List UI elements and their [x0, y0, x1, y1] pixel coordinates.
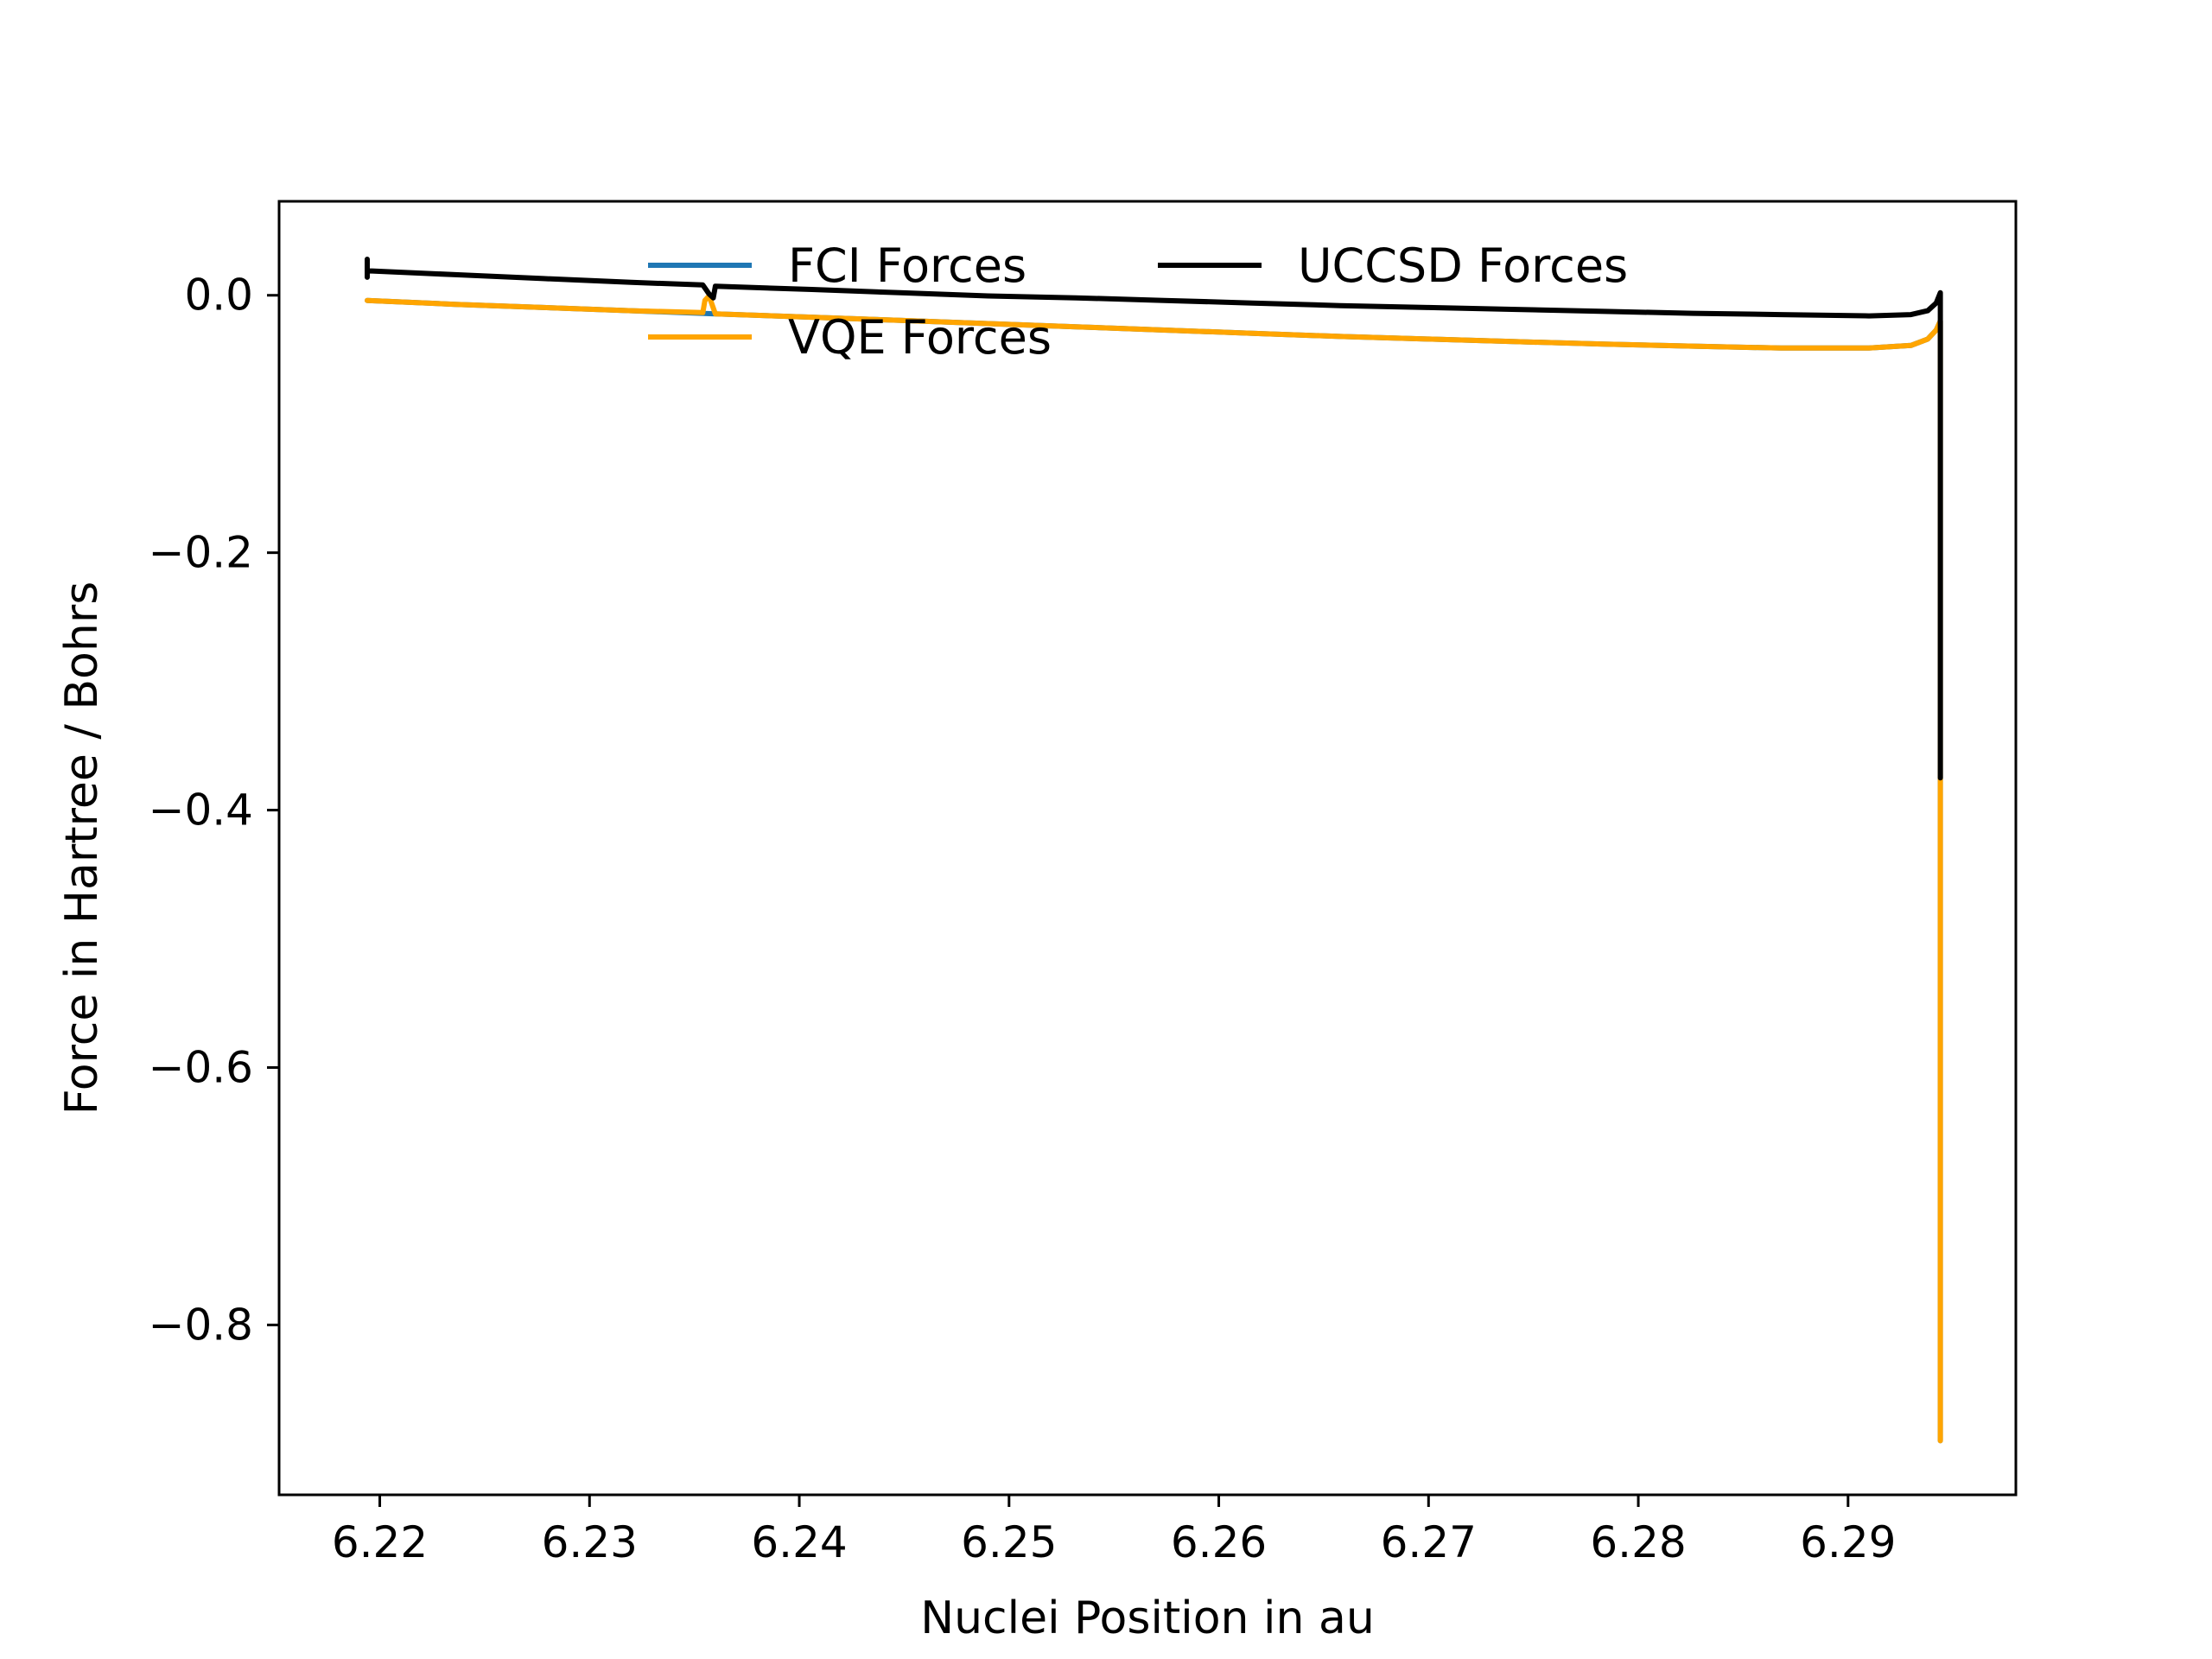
- series-line-1: [365, 293, 1943, 1444]
- x-tick-label: 6.26: [1171, 1517, 1267, 1567]
- x-tick-label: 6.22: [332, 1517, 428, 1567]
- series-line-2: [365, 257, 1943, 781]
- y-tick-label: −0.4: [149, 785, 253, 836]
- series-layer: [365, 257, 1943, 1444]
- y-axis-label: Force in Hartree / Bohrs: [56, 582, 108, 1116]
- x-tick-label: 6.29: [1800, 1517, 1896, 1567]
- legend: FCI Forces VQE Forces UCCSD Forces: [648, 238, 1628, 365]
- x-tick-label: 6.27: [1381, 1517, 1477, 1567]
- x-tick-label: 6.24: [751, 1517, 847, 1567]
- legend-label-1: VQE Forces: [788, 310, 1052, 365]
- x-axis-ticks: 6.22 6.23 6.24 6.25 6.26 6.27 6.28 6.29: [332, 1495, 1896, 1567]
- x-axis-label: Nuclei Position in au: [920, 1592, 1375, 1644]
- y-tick-label: −0.2: [149, 528, 253, 578]
- x-tick-label: 6.23: [542, 1517, 638, 1567]
- y-axis-ticks: 0.0 −0.2 −0.4 −0.6 −0.8: [149, 270, 279, 1350]
- legend-label-0: FCI Forces: [788, 238, 1027, 293]
- x-tick-label: 6.25: [961, 1517, 1057, 1567]
- y-tick-label: −0.6: [149, 1042, 253, 1092]
- legend-label-2: UCCSD Forces: [1298, 238, 1628, 293]
- y-tick-label: 0.0: [184, 270, 253, 321]
- plot-frame: [277, 200, 2018, 1497]
- y-tick-label: −0.8: [149, 1300, 253, 1350]
- x-tick-label: 6.28: [1590, 1517, 1686, 1567]
